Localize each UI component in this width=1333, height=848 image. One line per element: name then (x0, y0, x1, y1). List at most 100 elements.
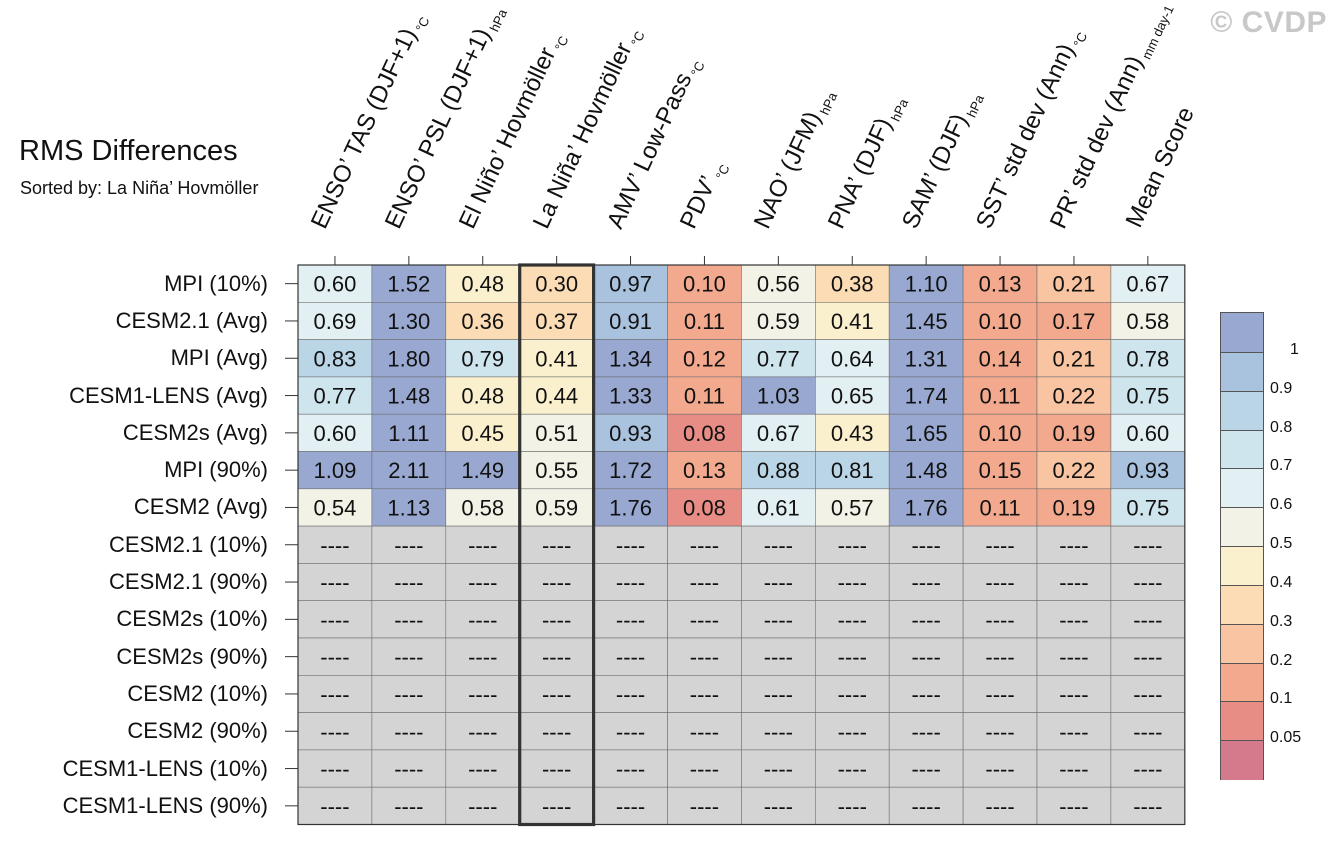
heatmap-cell (741, 413, 816, 452)
cell-value-label: ---- (911, 570, 940, 595)
heatmap-cell (814, 637, 890, 676)
heatmap-cell (1110, 712, 1186, 751)
cell-value-label: ---- (542, 607, 571, 632)
heatmap-cell (741, 563, 816, 602)
heatmap-cell (962, 637, 1038, 676)
cell-value-label: 1.52 (387, 272, 430, 297)
heatmap-cell (667, 637, 742, 676)
cell-value-label: 0.11 (979, 384, 1020, 409)
cell-value-label: 0.45 (461, 421, 504, 446)
colorbar-segment (1221, 468, 1263, 509)
heatmap-cell (741, 749, 816, 788)
heatmap-cell (297, 786, 373, 825)
heatmap-cell (741, 301, 816, 340)
chart-title: RMS Differences (19, 135, 238, 167)
heatmap-cell (519, 413, 594, 452)
cell-value-label: 0.67 (757, 421, 800, 446)
cell-value-label: 0.22 (1053, 384, 1096, 409)
cell-value-label: 0.08 (683, 421, 726, 446)
colorbar-segment (1221, 351, 1263, 392)
cell-value-label: ---- (1133, 757, 1162, 782)
cell-value-label: 0.12 (683, 346, 726, 371)
cell-value-label: ---- (764, 533, 793, 558)
heatmap-cell (445, 563, 520, 602)
cell-value-label: 0.93 (1126, 458, 1169, 483)
heatmap-cell (519, 749, 594, 788)
heatmap-cell (371, 674, 447, 713)
heatmap-cell (297, 637, 373, 676)
colorbar-tick-label: 0.1 (1270, 690, 1293, 708)
heatmap-cell (519, 637, 594, 676)
heatmap-cell (888, 712, 964, 751)
cell-value-label: ---- (911, 607, 940, 632)
row-label: MPI (90%) (164, 457, 268, 483)
heatmap-cell (445, 712, 520, 751)
row-label: CESM2s (90%) (116, 643, 268, 669)
cell-value-label: ---- (542, 645, 571, 670)
heatmap-cell (445, 488, 520, 527)
cell-value-label: ---- (838, 645, 867, 670)
cell-value-label: ---- (542, 719, 571, 744)
heatmap-cell (371, 301, 447, 340)
row-label: CESM2.1 (Avg) (115, 307, 268, 333)
row-label: CESM2s (Avg) (122, 419, 268, 445)
heatmap-cell (814, 488, 890, 527)
heatmap-cell (741, 488, 816, 527)
heatmap-cell (445, 600, 520, 639)
heatmap-cell (814, 563, 890, 602)
colorbar-segment (1221, 390, 1263, 431)
heatmap-cell (445, 674, 520, 713)
cell-value-label: ---- (616, 682, 645, 707)
cell-value-label: 0.14 (979, 346, 1022, 371)
cell-value-label: 0.64 (831, 346, 874, 371)
cell-value-label: 1.34 (609, 346, 652, 371)
heatmap-cell (1036, 563, 1112, 602)
heatmap-cell (667, 301, 742, 340)
heatmap-cell (519, 339, 594, 378)
heatmap-cell (445, 339, 520, 378)
cell-value-label: ---- (985, 607, 1014, 632)
heatmap-cell (371, 712, 447, 751)
cell-value-label: ---- (542, 682, 571, 707)
heatmap-cell (593, 712, 668, 751)
row-label: CESM1-LENS (Avg) (69, 382, 268, 408)
cell-value-label: 0.41 (535, 346, 578, 371)
cell-value-label: 0.36 (461, 309, 504, 334)
cell-value-label: ---- (394, 645, 423, 670)
heatmap-cell (593, 301, 668, 340)
colorbar-segment (1221, 546, 1263, 586)
colorbar-tick-label: 0.8 (1270, 418, 1293, 436)
cell-value-label: 1.65 (905, 421, 948, 446)
cell-value-label: 1.76 (905, 495, 948, 520)
cell-value-label: 0.10 (979, 309, 1022, 334)
cell-value-label: ---- (468, 533, 497, 558)
heatmap-cell (741, 525, 816, 564)
cell-value-label: 0.60 (314, 272, 357, 297)
heatmap-cell (371, 376, 447, 415)
cell-value-label: ---- (690, 533, 719, 558)
cell-value-label: 2.11 (388, 458, 429, 483)
heatmap-cell (1036, 525, 1112, 564)
heatmap-cell (667, 525, 742, 564)
cell-value-label: ---- (1059, 719, 1088, 744)
cell-value-label: ---- (985, 570, 1014, 595)
cell-value-label: 0.15 (979, 458, 1022, 483)
cell-value-label: ---- (1059, 757, 1088, 782)
heatmap-cell (1036, 451, 1112, 490)
heatmap-cell (814, 451, 890, 490)
heatmap-cell (814, 264, 890, 303)
colorbar-segment (1221, 313, 1263, 352)
cell-value-label: ---- (690, 607, 719, 632)
cell-value-label: 0.81 (831, 458, 874, 483)
cell-value-label: ---- (468, 682, 497, 707)
heatmap-cell (519, 301, 594, 340)
cell-value-label: 0.65 (831, 384, 874, 409)
cell-value-label: ---- (911, 645, 940, 670)
heatmap-cell (1036, 339, 1112, 378)
heatmap-cell (814, 339, 890, 378)
heatmap-cell (1110, 488, 1186, 527)
cell-value-label: ---- (1059, 682, 1088, 707)
heatmap-cell (593, 525, 668, 564)
cell-value-label: ---- (394, 607, 423, 632)
colorbar-tick-label: 0.7 (1270, 457, 1293, 475)
